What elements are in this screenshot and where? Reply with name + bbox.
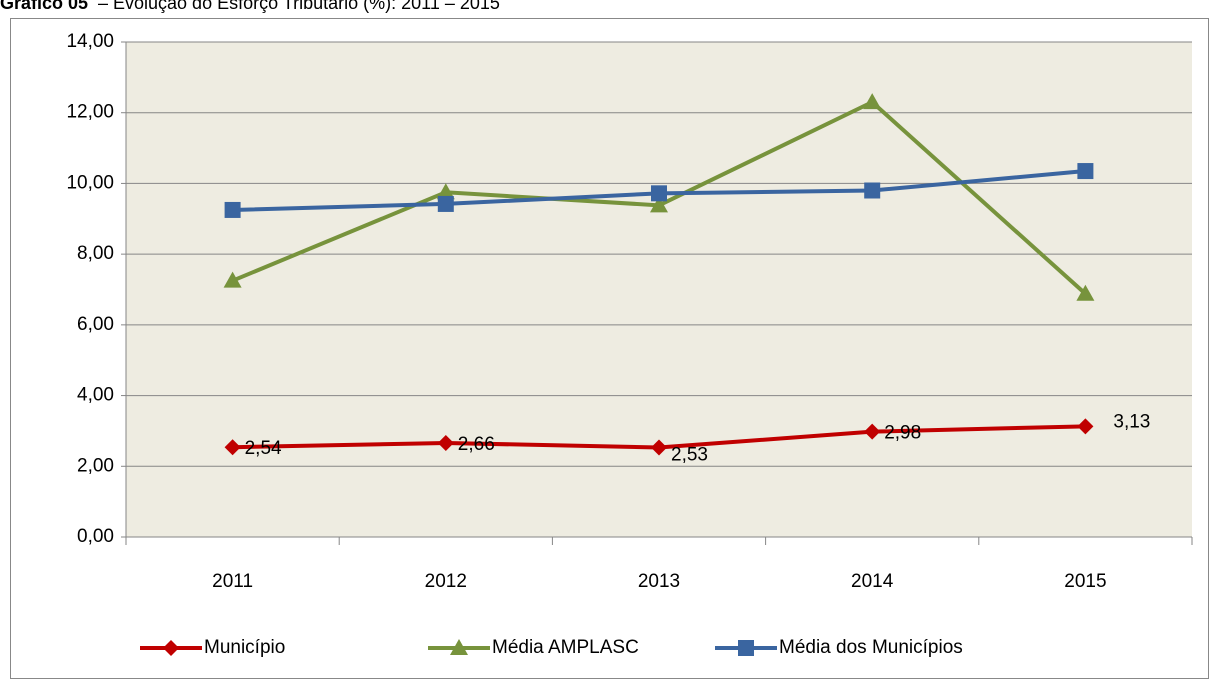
marker xyxy=(437,195,454,212)
x-tick-label: 2014 xyxy=(851,571,894,592)
y-tick-label: 0,00 xyxy=(77,526,114,547)
legend-label: Município xyxy=(204,637,285,658)
y-tick-label: 6,00 xyxy=(77,314,114,335)
plot-area xyxy=(126,42,1192,537)
chart-title-label: Gráfico 05 xyxy=(0,0,88,13)
x-tick-label: 2012 xyxy=(425,571,467,592)
marker xyxy=(651,439,667,456)
marker xyxy=(224,439,241,456)
y-tick-label: 2,00 xyxy=(77,455,114,476)
marker xyxy=(738,640,754,656)
chart-title: – Evolução do Esforço Tributário (%): 20… xyxy=(98,0,500,13)
data-label: 3,13 xyxy=(1113,411,1150,432)
x-tick-label: 2013 xyxy=(638,571,680,592)
marker xyxy=(163,640,179,656)
x-tick-label: 2011 xyxy=(212,571,253,592)
y-tick-label: 12,00 xyxy=(66,102,114,123)
legend-label: Média dos Municípios xyxy=(779,637,963,658)
marker xyxy=(863,93,882,110)
marker xyxy=(650,196,668,213)
data-label: 2,53 xyxy=(671,445,708,466)
y-tick-label: 14,00 xyxy=(66,31,114,52)
marker xyxy=(450,639,468,655)
y-tick-label: 10,00 xyxy=(66,172,114,193)
legend-label: Média AMPLASC xyxy=(492,637,639,658)
data-label: 2,54 xyxy=(245,438,282,459)
y-tick-label: 8,00 xyxy=(77,243,114,264)
marker xyxy=(1077,418,1094,435)
marker xyxy=(1076,284,1095,301)
marker xyxy=(864,182,881,199)
marker xyxy=(437,434,454,451)
y-tick-label: 4,00 xyxy=(77,385,114,406)
marker xyxy=(436,183,455,200)
marker xyxy=(864,423,881,440)
marker xyxy=(651,185,667,202)
marker xyxy=(1077,163,1094,180)
marker xyxy=(224,201,241,218)
data-label: 2,98 xyxy=(884,423,921,444)
x-tick-label: 2015 xyxy=(1064,571,1106,592)
data-label: 2,66 xyxy=(458,434,495,455)
marker xyxy=(223,271,242,288)
